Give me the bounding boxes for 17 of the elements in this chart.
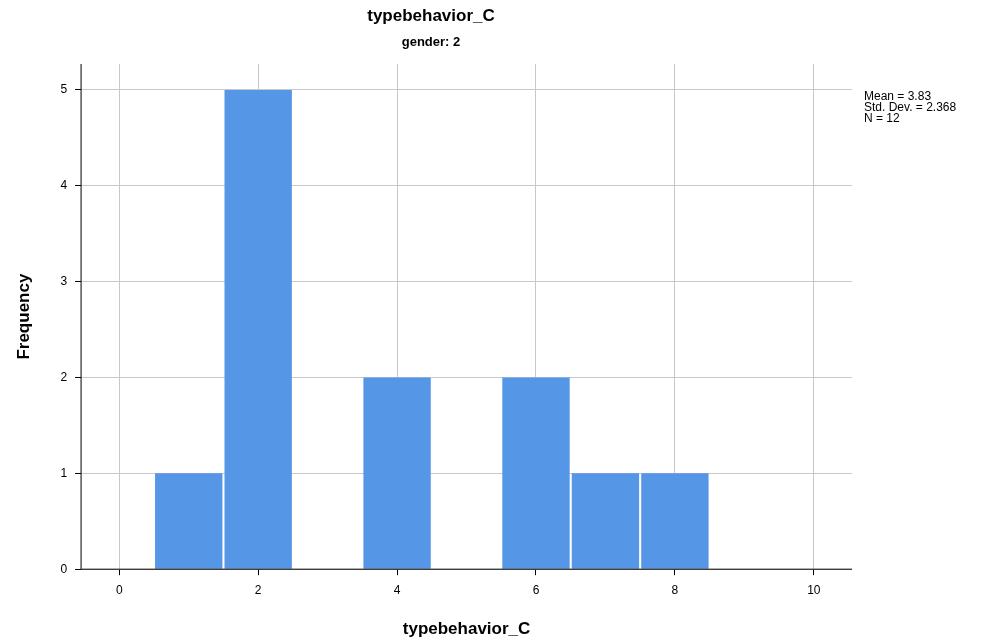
chart-subtitle: gender: 2 (401, 33, 461, 49)
y-axis-title: Frequency (13, 273, 33, 360)
x-axis-title: typebehavior_C (402, 619, 531, 639)
text: N = 12 (864, 111, 901, 126)
y-tick-label: 4 (60, 178, 68, 193)
y-tick-label: 2 (60, 369, 68, 384)
x-tick-label: 2 (254, 582, 262, 597)
x-tick-label: 8 (671, 582, 679, 597)
y-tick-label: 3 (60, 273, 68, 288)
y-tick-label: 0 (60, 561, 68, 576)
y-tick-label: 5 (60, 82, 68, 97)
chart-title: typebehavior_C (367, 5, 495, 25)
x-tick-label: 6 (532, 582, 540, 597)
x-tick-label: 4 (393, 582, 401, 597)
y-tick-label: 1 (60, 465, 68, 480)
x-tick-label: 0 (115, 582, 123, 597)
x-tick-label: 10 (807, 582, 821, 597)
